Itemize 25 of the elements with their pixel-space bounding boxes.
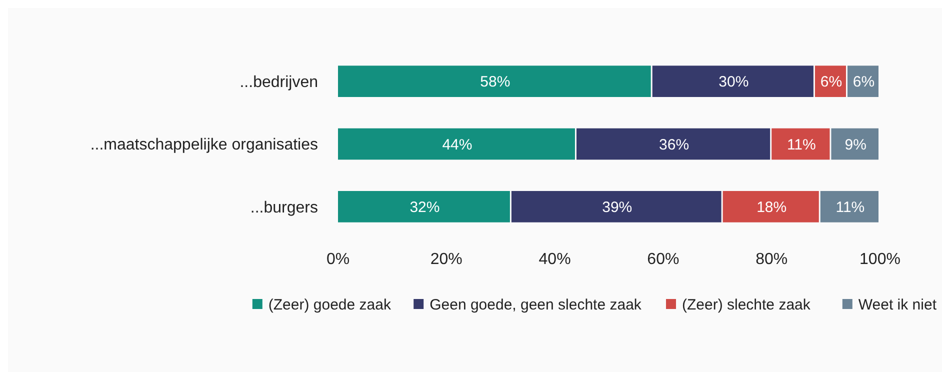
text: 58% (480, 74, 510, 91)
text: 32% (410, 198, 440, 216)
text: 6% (820, 74, 842, 91)
text: 6% (852, 74, 875, 91)
x-tick-label: 80% (756, 251, 788, 268)
text: 39% (602, 198, 632, 216)
y-tick-label: ...bedrijven (240, 74, 318, 91)
legend-label: Weet ik niet (858, 296, 938, 314)
x-tick-label: 20% (430, 251, 462, 268)
text: 11% (786, 136, 816, 154)
text: 36% (659, 136, 690, 154)
y-tick-label: ...burgers (250, 199, 318, 216)
x-tick-label: 40% (538, 251, 571, 268)
legend-label: Geen goede, geen slechte zaak (430, 296, 642, 314)
text: 9% (844, 136, 866, 154)
legend-label: (Zeer) slechte zaak (682, 296, 811, 314)
x-tick-label: 60% (647, 251, 680, 268)
x-tick-label: 0% (326, 251, 350, 268)
legend-label: (Zeer) goede zaak (268, 296, 392, 314)
text: 11% (836, 198, 865, 216)
text: 44% (442, 136, 472, 154)
x-tick-label: 100% (860, 251, 900, 268)
text: 30% (718, 74, 749, 91)
y-tick-label: ...maatschappelijke organisaties (90, 136, 318, 154)
text: 18% (756, 198, 787, 216)
